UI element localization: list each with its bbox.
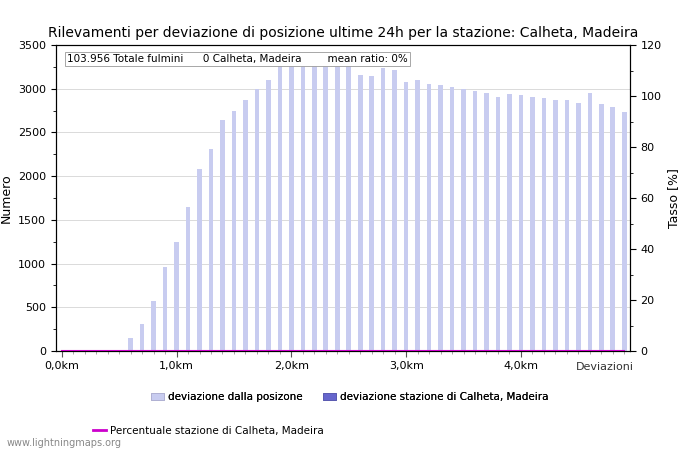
- Bar: [553, 100, 558, 351]
- Bar: [542, 99, 546, 351]
- Bar: [289, 61, 293, 351]
- Bar: [393, 70, 397, 351]
- Bar: [496, 98, 500, 351]
- Bar: [220, 120, 225, 351]
- Bar: [335, 62, 340, 351]
- Bar: [427, 84, 431, 351]
- Bar: [370, 76, 374, 351]
- Bar: [300, 60, 305, 351]
- Bar: [610, 107, 615, 351]
- Bar: [151, 301, 156, 351]
- Legend: Percentuale stazione di Calheta, Madeira: Percentuale stazione di Calheta, Madeira: [89, 422, 328, 440]
- Bar: [519, 95, 523, 351]
- Bar: [323, 61, 328, 351]
- Bar: [565, 100, 569, 351]
- Bar: [346, 61, 351, 351]
- Bar: [255, 89, 259, 351]
- Bar: [140, 324, 144, 351]
- Y-axis label: Numero: Numero: [0, 173, 13, 223]
- Bar: [358, 75, 363, 351]
- Bar: [197, 169, 202, 351]
- Text: 103.956 Totale fulmini      0 Calheta, Madeira        mean ratio: 0%: 103.956 Totale fulmini 0 Calheta, Madeir…: [67, 54, 408, 64]
- Bar: [404, 82, 408, 351]
- Text: www.lightningmaps.org: www.lightningmaps.org: [7, 438, 122, 448]
- Bar: [530, 97, 535, 351]
- Bar: [163, 267, 167, 351]
- Bar: [599, 104, 603, 351]
- Legend: deviazione dalla posizone, deviazione stazione di Calheta, Madeira: deviazione dalla posizone, deviazione st…: [147, 388, 553, 406]
- Bar: [278, 63, 282, 351]
- Bar: [312, 54, 316, 351]
- Bar: [186, 207, 190, 351]
- Bar: [174, 242, 179, 351]
- Bar: [576, 103, 580, 351]
- Bar: [209, 149, 214, 351]
- Bar: [587, 93, 592, 351]
- Title: Rilevamenti per deviazione di posizione ultime 24h per la stazione: Calheta, Mad: Rilevamenti per deviazione di posizione …: [48, 26, 638, 40]
- Bar: [450, 87, 454, 351]
- Bar: [622, 112, 626, 351]
- Bar: [438, 85, 443, 351]
- Y-axis label: Tasso [%]: Tasso [%]: [667, 168, 680, 228]
- Text: Deviazioni: Deviazioni: [575, 362, 634, 372]
- Bar: [508, 94, 512, 351]
- Bar: [128, 338, 133, 351]
- Bar: [381, 68, 386, 351]
- Bar: [266, 80, 271, 351]
- Bar: [232, 111, 236, 351]
- Bar: [461, 89, 466, 351]
- Bar: [243, 100, 248, 351]
- Bar: [415, 80, 420, 351]
- Bar: [484, 93, 489, 351]
- Bar: [473, 91, 477, 351]
